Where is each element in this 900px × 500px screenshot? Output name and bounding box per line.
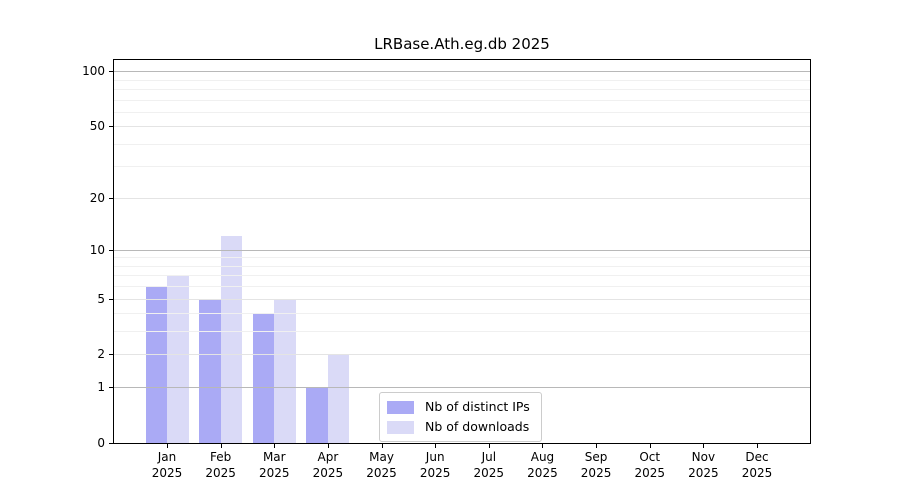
x-axis-tick bbox=[649, 444, 651, 448]
x-tick-label-aug: Aug 2025 bbox=[527, 450, 558, 480]
y-tick-label: 1 bbox=[97, 380, 105, 395]
gridline-labeled bbox=[114, 298, 810, 300]
legend: Nb of distinct IPs Nb of downloads bbox=[379, 392, 542, 442]
y-tick-label: 20 bbox=[89, 190, 105, 205]
bar-nb-of-distinct-ips-jan bbox=[145, 286, 167, 443]
y-axis-tick bbox=[109, 197, 113, 199]
bar-nb-of-distinct-ips-mar bbox=[252, 313, 275, 443]
gridline-minor bbox=[114, 265, 810, 267]
gridline-labeled bbox=[114, 126, 810, 128]
gridline-decade bbox=[114, 249, 810, 251]
chart-title: LRBase.Ath.eg.db 2025 bbox=[374, 35, 550, 53]
bar-nb-of-distinct-ips-apr bbox=[306, 387, 328, 443]
gridline-minor bbox=[114, 257, 810, 259]
x-tick-label-may: May 2025 bbox=[366, 450, 397, 480]
legend-label-distinct-ips: Nb of distinct IPs bbox=[425, 399, 530, 414]
y-tick-label: 2 bbox=[97, 347, 105, 362]
y-tick-label: 50 bbox=[89, 119, 105, 134]
x-axis-tick bbox=[435, 444, 437, 448]
x-axis-tick bbox=[596, 444, 598, 448]
x-axis-tick bbox=[327, 444, 329, 448]
x-tick-label-jul: Jul 2025 bbox=[473, 450, 505, 480]
gridline-labeled bbox=[114, 354, 810, 356]
legend-swatch-downloads bbox=[387, 420, 414, 434]
legend-item-distinct-ips: Nb of distinct IPs bbox=[387, 400, 530, 414]
bar-nb-of-downloads-jan bbox=[167, 275, 189, 443]
gridline-minor bbox=[114, 111, 810, 113]
gridline-minor bbox=[114, 313, 810, 315]
y-tick-label: 5 bbox=[97, 291, 105, 306]
bar-nb-of-downloads-apr bbox=[327, 354, 350, 443]
x-axis-tick bbox=[488, 444, 490, 448]
x-axis-tick bbox=[274, 444, 276, 448]
y-axis-tick bbox=[109, 387, 113, 389]
x-tick-label-feb: Feb 2025 bbox=[205, 450, 236, 480]
x-axis-tick bbox=[381, 444, 383, 448]
x-axis-tick bbox=[757, 444, 758, 448]
y-tick-label: 0 bbox=[97, 436, 105, 450]
gridline-minor bbox=[114, 79, 810, 81]
legend-label-downloads: Nb of downloads bbox=[425, 419, 530, 434]
y-tick-label: 10 bbox=[89, 242, 105, 257]
gridline-decade bbox=[114, 387, 810, 389]
legend-item-downloads: Nb of downloads bbox=[387, 420, 530, 434]
gridline-minor bbox=[114, 166, 810, 168]
gridline-labeled bbox=[114, 197, 810, 199]
x-tick-label-jun: Jun 2025 bbox=[419, 450, 451, 480]
bar-nb-of-distinct-ips-feb bbox=[199, 298, 221, 443]
gridline-minor bbox=[114, 99, 810, 101]
y-axis-tick bbox=[109, 249, 113, 251]
x-tick-label-apr: Apr 2025 bbox=[312, 450, 344, 480]
x-tick-label-oct: Oct 2025 bbox=[634, 450, 665, 480]
gridline-minor bbox=[114, 286, 810, 288]
bar-nb-of-downloads-feb bbox=[220, 236, 243, 443]
y-axis-tick bbox=[109, 354, 113, 356]
y-tick-label: 100 bbox=[82, 64, 105, 79]
x-tick-label-jan: Jan 2025 bbox=[151, 450, 183, 480]
bar-nb-of-downloads-mar bbox=[274, 298, 296, 443]
y-axis-tick bbox=[109, 298, 113, 300]
x-tick-label-dec: Dec 2025 bbox=[741, 450, 773, 480]
x-axis-tick bbox=[542, 444, 544, 448]
y-axis-tick bbox=[109, 126, 113, 128]
y-axis-tick bbox=[109, 71, 113, 73]
x-tick-label-nov: Nov 2025 bbox=[688, 450, 719, 480]
gridline-decade bbox=[114, 71, 810, 73]
gridline-minor bbox=[114, 88, 810, 90]
y-axis-tick bbox=[109, 443, 113, 444]
plot-area: Nb of distinct IPs Nb of downloads bbox=[113, 59, 811, 444]
gridline-minor bbox=[114, 143, 810, 145]
x-axis-tick bbox=[167, 444, 168, 448]
legend-swatch-distinct-ips bbox=[387, 400, 414, 414]
x-axis-tick bbox=[703, 444, 705, 448]
gridline-minor bbox=[114, 275, 810, 277]
x-axis-tick bbox=[220, 444, 222, 448]
gridline-minor bbox=[114, 331, 810, 333]
x-tick-label-sep: Sep 2025 bbox=[580, 450, 612, 480]
x-tick-label-mar: Mar 2025 bbox=[258, 450, 290, 480]
